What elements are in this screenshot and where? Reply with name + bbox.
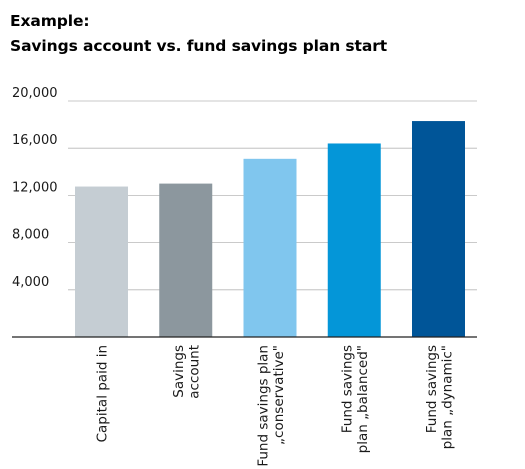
x-tick-label: plan „balanced" bbox=[355, 345, 371, 453]
x-tick-label: „conservative" bbox=[271, 345, 287, 445]
y-tick-label: 4,000 bbox=[12, 275, 49, 290]
x-tick-label: Fund savings bbox=[424, 345, 440, 433]
bar bbox=[243, 158, 297, 337]
y-tick-label: 12,000 bbox=[12, 180, 58, 195]
x-tick-label: Capital paid in bbox=[95, 345, 111, 442]
x-tick-label: plan „dynamic" bbox=[439, 345, 455, 449]
x-tick-label: Fund savings bbox=[340, 345, 356, 433]
chart-title: Savings account vs. fund savings plan st… bbox=[10, 37, 388, 55]
y-tick-label: 16,000 bbox=[12, 133, 58, 148]
y-tick-label: 8,000 bbox=[12, 228, 49, 243]
x-tick-label: Savings bbox=[171, 345, 187, 398]
bar bbox=[412, 121, 465, 337]
x-tick-label: account bbox=[187, 345, 203, 399]
y-tick-label: 20,000 bbox=[12, 86, 58, 101]
x-tick-label: Fund savings plan bbox=[255, 345, 271, 467]
bar bbox=[159, 183, 213, 337]
chart-heading: Example: Savings account vs. fund saving… bbox=[10, 9, 387, 59]
heading-example: Example: bbox=[10, 12, 90, 30]
bar bbox=[75, 186, 128, 337]
bar bbox=[327, 143, 381, 337]
